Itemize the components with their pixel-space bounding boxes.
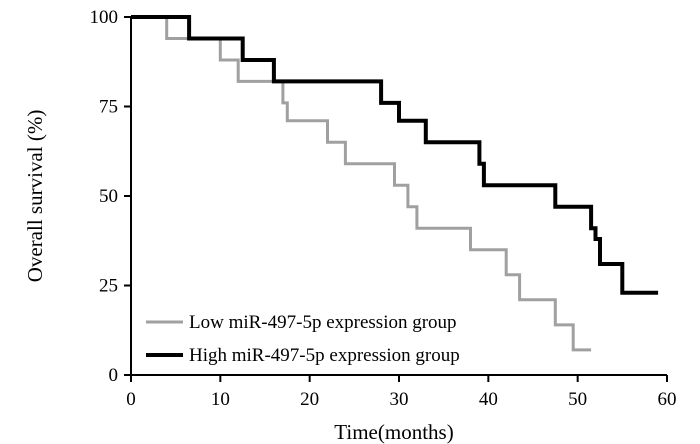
x-tick-label: 40 <box>479 389 498 410</box>
legend-label-high: High miR-497-5p expression group <box>189 345 460 366</box>
legend-label-low: Low miR-497-5p expression group <box>189 312 457 333</box>
y-tick-label: 0 <box>109 365 119 386</box>
legend: Low miR-497-5p expression group High miR-… <box>146 312 460 366</box>
y-tick-label: 75 <box>99 97 118 118</box>
x-axis-title: Time(months) <box>334 420 453 444</box>
series-line-low <box>131 15 592 352</box>
series-line-high <box>131 15 659 295</box>
x-tick-label: 50 <box>568 389 587 410</box>
x-tick-label: 60 <box>658 389 677 410</box>
x-tick-label: 0 <box>126 389 136 410</box>
y-tick-label: 50 <box>99 186 118 207</box>
y-tick-label: 100 <box>90 7 119 28</box>
axes: 0 25 50 75 100 0 10 20 30 40 50 60 Time(months) Overa… <box>23 7 677 444</box>
y-tick-label: 25 <box>99 276 118 297</box>
x-tick-label: 30 <box>390 389 409 410</box>
series-lines <box>131 15 659 352</box>
x-tick-label: 20 <box>300 389 319 410</box>
y-axis-title: Overall survival (%) <box>23 110 47 283</box>
x-tick-label: 10 <box>211 389 230 410</box>
